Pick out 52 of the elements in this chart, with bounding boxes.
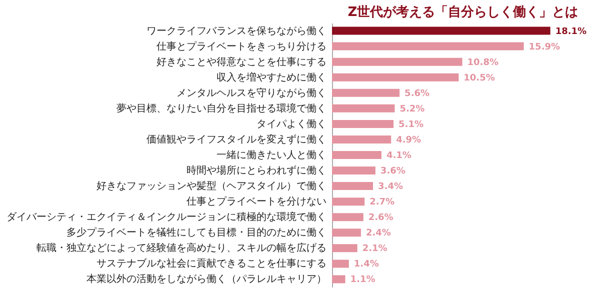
- bar: [332, 42, 524, 50]
- y-tick-label: 好きなファッションや髪型（ヘアスタイル）で働く: [96, 180, 326, 192]
- bar: [332, 104, 395, 112]
- y-tick-label: 転職・独立などによって経験値を高めたり、スキルの幅を広げる: [36, 242, 326, 254]
- data-label: 18.1%: [555, 26, 587, 37]
- y-tick-label: 収入を増やすために働く: [216, 71, 326, 84]
- data-label: 3.6%: [380, 166, 406, 177]
- y-tick-label: 時間や場所にとらわれずに働く: [186, 164, 326, 177]
- chart-title: Z世代が考える「自分らしく働く」とは: [348, 5, 578, 20]
- y-tick-label: ダイバーシティ・エクイティ＆インクルージョンに積極的な環境で働く: [6, 211, 326, 224]
- bar: [332, 213, 364, 222]
- data-label: 2.4%: [366, 228, 391, 239]
- bar: [332, 120, 394, 128]
- data-label: 1.4%: [354, 260, 379, 270]
- y-tick-label: 仕事とプライベートをきっちり分ける: [156, 40, 326, 52]
- data-label: 2.6%: [368, 213, 394, 224]
- bar: [332, 244, 358, 252]
- y-tick-label: メンタルヘルスを守りながら働く: [176, 86, 326, 99]
- data-label: 2.1%: [362, 244, 388, 254]
- y-tick-label: 価値観やライフスタイルを変えずに働く: [146, 133, 326, 146]
- data-label: 4.9%: [396, 135, 422, 146]
- bar: [332, 275, 346, 284]
- bar: [332, 26, 550, 35]
- bar: [332, 260, 349, 268]
- bar: [332, 88, 400, 97]
- y-tick-label: ワークライフバランスを保ちながら働く: [146, 24, 326, 37]
- bar: [332, 166, 376, 175]
- data-label: 2.7%: [370, 198, 395, 208]
- bar: [332, 73, 459, 82]
- data-label: 5.1%: [398, 120, 424, 130]
- bar: [332, 135, 392, 144]
- y-tick-label: 多少プライベートを犠牲にしても目標・目的のために働く: [66, 226, 326, 239]
- bar: [332, 151, 382, 159]
- data-label: 10.8%: [467, 58, 499, 68]
- data-label: 1.1%: [350, 275, 376, 286]
- data-label: 3.4%: [378, 182, 403, 192]
- data-label: 5.2%: [400, 104, 425, 114]
- y-tick-label: タイパよく働く: [256, 118, 326, 130]
- y-tick-label: 本業以外の活動をしながら働く（パラレルキャリア）: [86, 273, 326, 286]
- y-tick-label: 一緒に働きたい人と働く: [216, 149, 326, 161]
- data-label: 5.6%: [404, 88, 430, 99]
- y-tick-label: 好きなことや得意なことを仕事にする: [156, 56, 326, 68]
- bar: [332, 58, 462, 66]
- bar: [332, 228, 361, 237]
- y-tick-label: 夢や目標、なりたい自分を目指せる環境で働く: [116, 102, 326, 114]
- data-label: 10.5%: [464, 73, 495, 84]
- y-tick-label: 仕事とプライベートを分けない: [186, 196, 326, 208]
- bar: [332, 198, 365, 206]
- data-label: 4.1%: [386, 151, 412, 161]
- bar: [332, 182, 374, 190]
- y-tick-label: サステナブルな社会に貢献できることを仕事にする: [96, 258, 326, 270]
- data-label: 15.9%: [528, 42, 560, 52]
